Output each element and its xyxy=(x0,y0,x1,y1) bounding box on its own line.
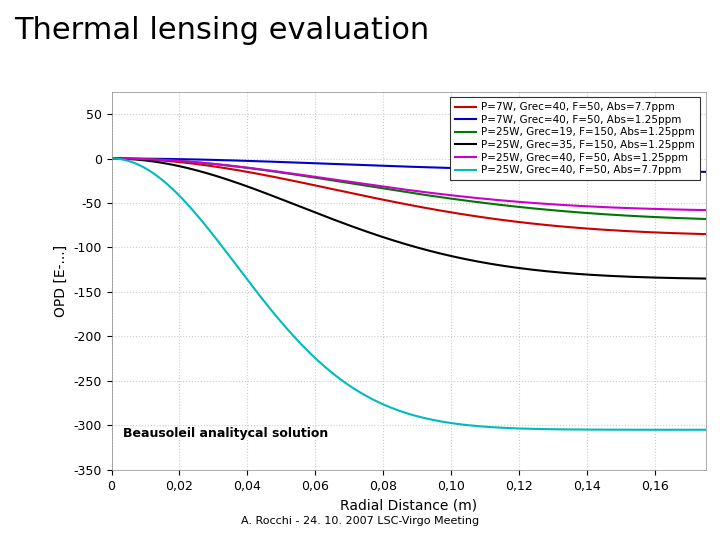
P=25W, Grec=35, F=150, Abs=1.25ppm xyxy=(390,237,398,244)
P=25W, Grec=40, F=50, Abs=7.7ppm xyxy=(393,407,402,413)
P=7W, Grec=40, F=50, Abs=1.25ppm xyxy=(390,163,398,170)
P=25W, Grec=40, F=50, Abs=1.25ppm xyxy=(393,185,402,192)
P=7W, Grec=40, F=50, Abs=7.7ppm xyxy=(687,231,696,237)
Line: P=7W, Grec=40, F=50, Abs=1.25ppm: P=7W, Grec=40, F=50, Abs=1.25ppm xyxy=(112,159,706,172)
P=25W, Grec=35, F=150, Abs=1.25ppm xyxy=(428,248,437,255)
P=25W, Grec=19, F=150, Abs=1.25ppm xyxy=(393,187,402,194)
P=25W, Grec=40, F=50, Abs=1.25ppm xyxy=(701,207,710,213)
P=25W, Grec=19, F=150, Abs=1.25ppm xyxy=(461,197,469,204)
P=25W, Grec=35, F=150, Abs=1.25ppm xyxy=(461,256,469,262)
P=25W, Grec=35, F=150, Abs=1.25ppm xyxy=(393,238,402,245)
P=25W, Grec=19, F=150, Abs=1.25ppm xyxy=(687,215,696,222)
P=25W, Grec=40, F=50, Abs=1.25ppm xyxy=(390,185,398,191)
P=25W, Grec=40, F=50, Abs=7.7ppm xyxy=(107,156,116,162)
Line: P=25W, Grec=40, F=50, Abs=7.7ppm: P=25W, Grec=40, F=50, Abs=7.7ppm xyxy=(112,159,706,430)
P=7W, Grec=40, F=50, Abs=7.7ppm xyxy=(701,231,710,238)
P=25W, Grec=35, F=150, Abs=1.25ppm xyxy=(107,156,116,162)
P=25W, Grec=19, F=150, Abs=1.25ppm xyxy=(428,193,437,199)
P=7W, Grec=40, F=50, Abs=1.25ppm xyxy=(428,164,437,171)
P=25W, Grec=40, F=50, Abs=1.25ppm xyxy=(461,193,469,200)
P=7W, Grec=40, F=50, Abs=1.25ppm xyxy=(687,168,696,175)
P=7W, Grec=40, F=50, Abs=7.7ppm xyxy=(594,226,603,233)
P=25W, Grec=40, F=50, Abs=1.25ppm xyxy=(687,207,696,213)
P=25W, Grec=40, F=50, Abs=7.7ppm xyxy=(428,417,437,423)
P=7W, Grec=40, F=50, Abs=1.25ppm xyxy=(107,156,116,162)
Line: P=25W, Grec=35, F=150, Abs=1.25ppm: P=25W, Grec=35, F=150, Abs=1.25ppm xyxy=(112,159,706,279)
P=25W, Grec=19, F=150, Abs=1.25ppm xyxy=(701,216,710,222)
P=25W, Grec=35, F=150, Abs=1.25ppm xyxy=(701,275,710,282)
P=7W, Grec=40, F=50, Abs=7.7ppm xyxy=(393,199,402,206)
P=25W, Grec=19, F=150, Abs=1.25ppm xyxy=(107,156,116,162)
Line: P=7W, Grec=40, F=50, Abs=7.7ppm: P=7W, Grec=40, F=50, Abs=7.7ppm xyxy=(112,159,706,234)
P=25W, Grec=40, F=50, Abs=7.7ppm xyxy=(461,422,469,428)
P=25W, Grec=19, F=150, Abs=1.25ppm xyxy=(390,187,398,193)
P=25W, Grec=40, F=50, Abs=7.7ppm xyxy=(701,427,710,433)
P=25W, Grec=40, F=50, Abs=7.7ppm xyxy=(594,427,603,433)
P=7W, Grec=40, F=50, Abs=1.25ppm xyxy=(701,168,710,175)
Legend: P=7W, Grec=40, F=50, Abs=7.7ppm, P=7W, Grec=40, F=50, Abs=1.25ppm, P=25W, Grec=1: P=7W, Grec=40, F=50, Abs=7.7ppm, P=7W, G… xyxy=(450,97,701,180)
Text: A. Rocchi - 24. 10. 2007 LSC-Virgo Meeting: A. Rocchi - 24. 10. 2007 LSC-Virgo Meeti… xyxy=(241,516,479,526)
P=7W, Grec=40, F=50, Abs=7.7ppm xyxy=(428,206,437,213)
P=25W, Grec=40, F=50, Abs=7.7ppm xyxy=(687,427,696,433)
P=7W, Grec=40, F=50, Abs=1.25ppm xyxy=(393,163,402,170)
P=25W, Grec=40, F=50, Abs=1.25ppm xyxy=(107,156,116,162)
P=25W, Grec=35, F=150, Abs=1.25ppm xyxy=(594,272,603,279)
P=7W, Grec=40, F=50, Abs=1.25ppm xyxy=(461,165,469,172)
P=25W, Grec=40, F=50, Abs=7.7ppm xyxy=(390,406,398,412)
X-axis label: Radial Distance (m): Radial Distance (m) xyxy=(340,498,477,512)
P=25W, Grec=35, F=150, Abs=1.25ppm xyxy=(687,275,696,281)
P=7W, Grec=40, F=50, Abs=7.7ppm xyxy=(461,211,469,218)
P=25W, Grec=40, F=50, Abs=1.25ppm xyxy=(594,204,603,210)
P=7W, Grec=40, F=50, Abs=1.25ppm xyxy=(594,168,603,174)
Line: P=25W, Grec=40, F=50, Abs=1.25ppm: P=25W, Grec=40, F=50, Abs=1.25ppm xyxy=(112,159,706,210)
Text: Beausoleil analitycal solution: Beausoleil analitycal solution xyxy=(124,427,329,440)
P=7W, Grec=40, F=50, Abs=7.7ppm xyxy=(107,156,116,162)
Y-axis label: OPD [E-...]: OPD [E-...] xyxy=(54,245,68,317)
P=25W, Grec=19, F=150, Abs=1.25ppm xyxy=(594,211,603,217)
P=7W, Grec=40, F=50, Abs=7.7ppm xyxy=(390,199,398,205)
Text: Thermal lensing evaluation: Thermal lensing evaluation xyxy=(14,16,430,45)
Line: P=25W, Grec=19, F=150, Abs=1.25ppm: P=25W, Grec=19, F=150, Abs=1.25ppm xyxy=(112,159,706,219)
P=25W, Grec=40, F=50, Abs=1.25ppm xyxy=(428,190,437,197)
